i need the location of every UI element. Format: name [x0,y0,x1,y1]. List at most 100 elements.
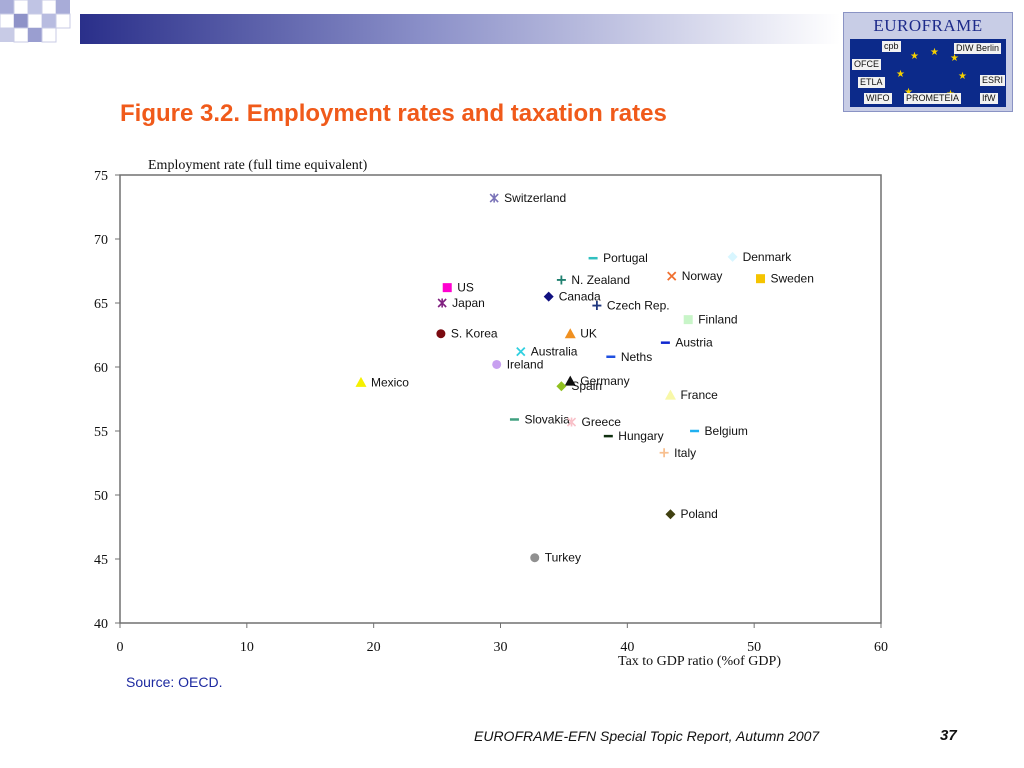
point-label: Czech Rep. [607,299,670,313]
point-label: Slovakia [524,412,570,426]
euroframe-logo: EUROFRAME ★ ★ ★ ★ ★ ★ ★ ★ cpb DIW Berlin… [843,12,1013,112]
point-marker [516,347,526,357]
data-point-denmark: Denmark [727,250,793,264]
point-label: Ireland [507,357,544,371]
point-label: N. Zealand [571,273,630,287]
point-label: Italy [674,446,696,460]
logo-tag-prometeia: PROMETEIA [904,93,962,104]
point-marker [592,301,602,311]
point-label: Neths [621,350,652,364]
page-title: Figure 3.2. Employment rates and taxatio… [120,100,667,127]
y-axis: 40 45 50 55 60 65 70 75 [94,169,120,632]
point-label: Finland [698,313,737,327]
point-label: Australia [531,345,578,359]
point-marker [564,375,576,386]
x-tick-label: 30 [494,640,508,655]
point-label: Turkey [545,551,581,565]
logo-title: EUROFRAME [873,16,983,35]
footer-text: EUROFRAME-EFN Special Topic Report, Autu… [474,728,820,744]
data-point-slovakia: Slovakia [509,412,570,426]
point-marker [543,291,554,302]
data-point-n-zealand: N. Zealand [556,273,630,287]
data-point-mexico: Mexico [355,375,409,389]
point-label: Portugal [603,251,648,265]
logo-tag-cpb: cpb [882,41,901,52]
point-marker [556,275,566,285]
point-marker [667,271,677,281]
x-tick-label: 60 [874,640,888,655]
data-point-spain: Spain [556,379,602,393]
point-label: Germany [580,374,629,388]
point-marker [727,251,738,262]
logo-tag-etla: ETLA [858,77,885,88]
data-point-hungary: Hungary [603,429,664,443]
data-point-france: France [664,388,718,402]
point-label: Switzerland [504,191,566,205]
data-point-norway: Norway [667,269,723,283]
y-tick-label: 60 [94,361,108,376]
logo-tag-esri: ESRI [980,75,1006,86]
point-marker [530,553,540,563]
source-note: Source: OECD. [126,674,223,690]
point-label: Denmark [743,250,793,264]
logo-tag-diw: DIW Berlin [954,43,1002,54]
x-tick-label: 10 [240,640,254,655]
point-marker [492,359,502,369]
point-label: Poland [680,507,717,521]
y-tick-label: 40 [94,617,108,632]
data-point-australia: Australia [516,345,578,359]
data-point-ireland: Ireland [492,357,543,371]
data-point-canada: Canada [543,290,601,304]
point-label: S. Korea [451,327,498,341]
data-point-portugal: Portugal [588,251,648,265]
point-marker [665,509,676,520]
point-label: France [680,388,718,402]
logo-tag-wifo: WIFO [864,93,892,104]
svg-text:★: ★ [950,53,959,64]
point-label: Sweden [771,272,814,286]
point-marker [664,389,676,400]
svg-text:★: ★ [904,87,913,98]
svg-text:★: ★ [910,51,919,62]
data-point-germany: Germany [564,374,630,388]
svg-text:★: ★ [930,47,939,58]
point-marker [756,274,766,284]
svg-text:★: ★ [958,71,967,82]
point-marker [437,298,447,308]
point-label: Norway [682,269,723,283]
y-tick-label: 55 [94,425,108,440]
x-axis: 0 10 20 30 40 50 60 [117,623,888,655]
point-label: Mexico [371,375,409,389]
svg-text:★: ★ [896,69,905,80]
x-tick-label: 40 [620,640,634,655]
point-marker [659,448,669,458]
point-label: US [457,281,474,295]
point-label: Greece [582,415,622,429]
y-tick-label: 65 [94,297,108,312]
logo-tag-ifw: IfW [980,93,998,104]
data-point-poland: Poland [665,507,718,521]
point-marker [355,376,367,387]
point-label: Spain [571,379,602,393]
point-marker [564,328,576,339]
y-tick-label: 50 [94,489,108,504]
data-point-us: US [442,281,474,295]
point-label: Canada [559,290,601,304]
logo-emblem: ★ ★ ★ ★ ★ ★ ★ ★ cpb DIW Berlin OFCE ETLA… [850,39,1006,107]
point-label: Belgium [705,424,748,438]
page-number: 37 [940,727,957,744]
data-point-neths: Neths [606,350,652,364]
point-marker [683,315,693,325]
point-marker [436,329,446,339]
header-decoration [0,0,840,44]
point-label: UK [580,327,597,341]
logo-tag-ofce: OFCE [852,59,882,70]
point-label: Hungary [618,429,663,443]
data-points: Switzerland Denmark Portugal Norway Sweden N.… [355,191,814,565]
point-label: Japan [452,296,485,310]
x-tick-label: 50 [747,640,761,655]
data-point-turkey: Turkey [530,551,581,565]
point-marker [566,417,577,427]
y-tick-label: 75 [94,169,108,184]
